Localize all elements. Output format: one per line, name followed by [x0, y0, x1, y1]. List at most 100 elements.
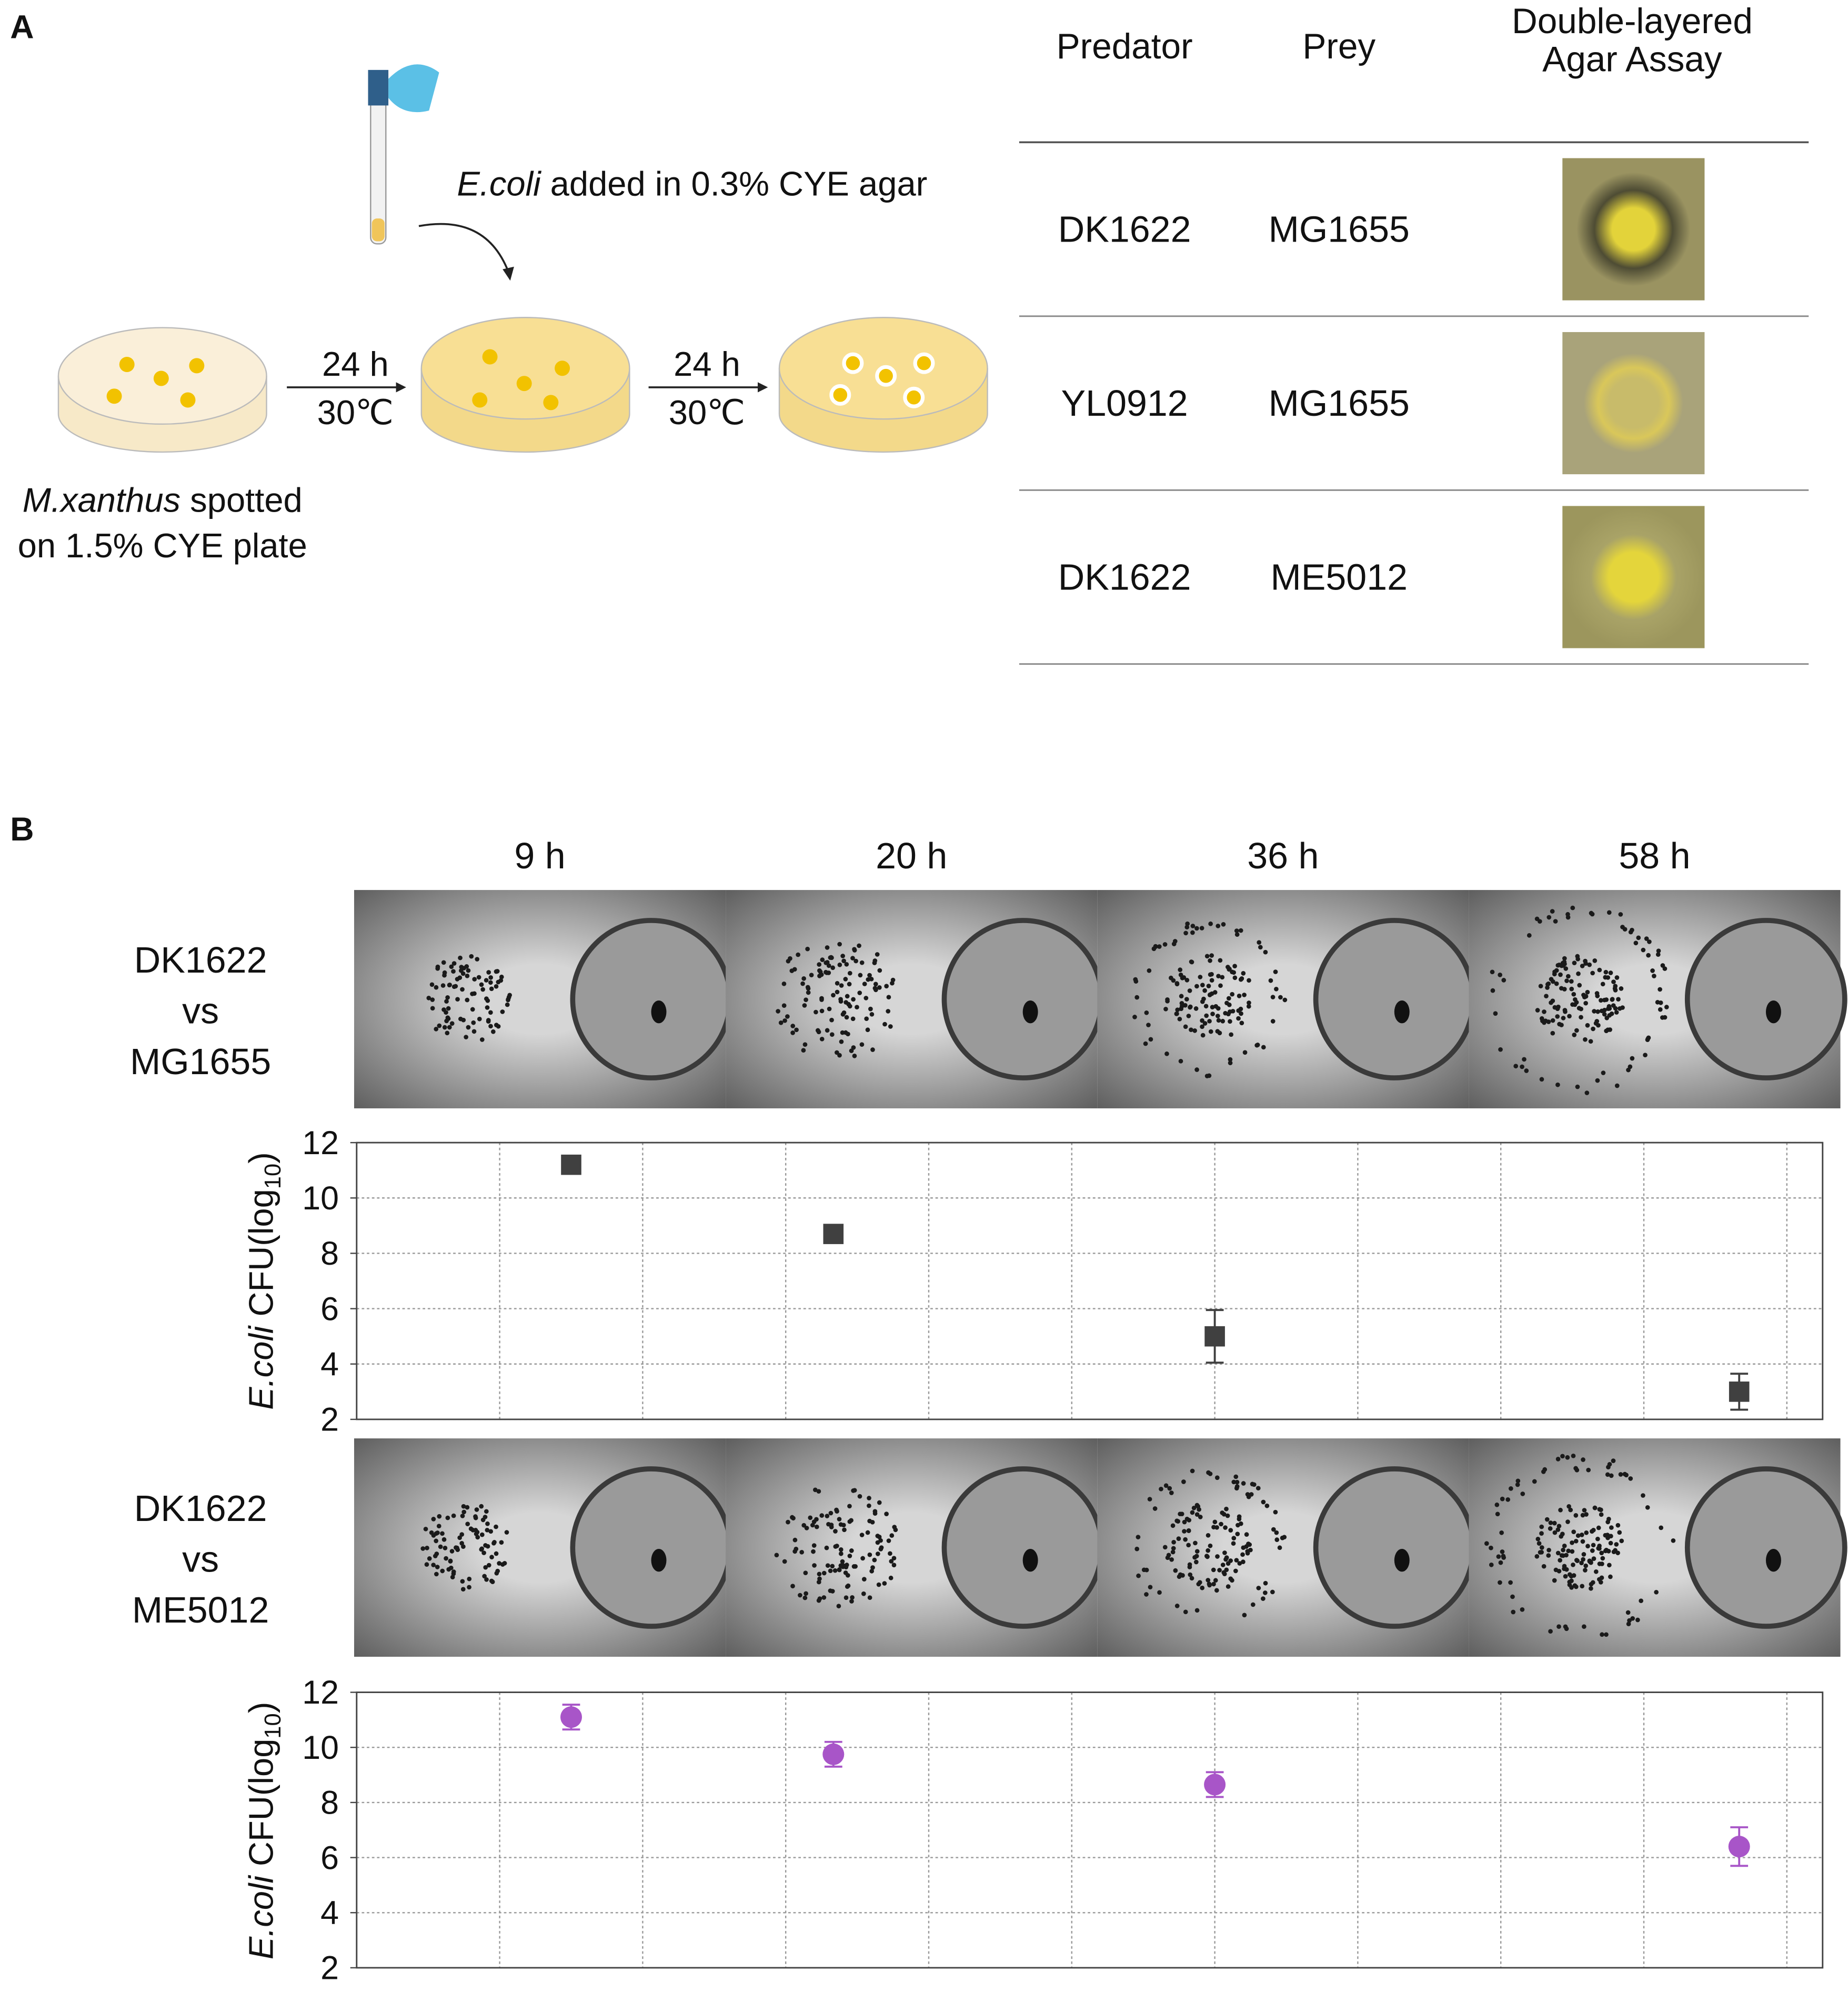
- colony-dot: [1183, 1537, 1188, 1542]
- colony-dot: [814, 1524, 819, 1529]
- colony-dot: [817, 1576, 822, 1581]
- y-tick-label: 2: [320, 1950, 339, 1987]
- colony-dot: [1555, 1457, 1561, 1462]
- colony-dot: [1576, 971, 1581, 976]
- colony-dot: [1565, 912, 1570, 917]
- colony-dot: [1562, 959, 1567, 965]
- colony-dot: [1585, 989, 1590, 995]
- colony-dot: [877, 1500, 882, 1505]
- arrow-head: [396, 382, 768, 393]
- well: [1313, 918, 1476, 1080]
- colony-dot: [1237, 1514, 1242, 1519]
- colony-dot: [838, 1551, 843, 1556]
- colony-dot: [1144, 1010, 1149, 1015]
- colony-dot: [460, 1587, 466, 1592]
- colony-dot: [1563, 1574, 1568, 1579]
- colony-dot: [1555, 1082, 1560, 1087]
- y-tick-label: 10: [302, 1180, 339, 1217]
- colony-dot: [1630, 1056, 1635, 1061]
- colony-dot: [1583, 1563, 1589, 1568]
- colony-dot: [1641, 947, 1646, 953]
- colony-dot: [1622, 927, 1628, 932]
- colony-dot: [812, 1563, 817, 1568]
- colony-dot: [867, 1552, 872, 1557]
- caption: on 1.5% CYE plate: [18, 526, 307, 565]
- colony-dot: [1608, 1574, 1613, 1579]
- colony-dot: [1633, 940, 1639, 946]
- colony-dot: [1655, 1000, 1660, 1005]
- colony-dot: [826, 963, 831, 968]
- colony-dot: [1655, 952, 1661, 957]
- colony-dot: [886, 995, 891, 1000]
- colony-dot: [867, 1496, 871, 1500]
- colony-dot: [1581, 1457, 1585, 1462]
- colony-dot: [1223, 1010, 1228, 1016]
- colony-dot: [1561, 1547, 1565, 1553]
- caption: M.xanthus spotted: [23, 481, 303, 519]
- well: [1684, 918, 1847, 1080]
- colony-dot: [1508, 1580, 1513, 1585]
- colony-dot: [1188, 1005, 1192, 1010]
- colony-dot: [819, 1036, 825, 1042]
- colony-dot: [1231, 1536, 1237, 1540]
- colony-dot: [1524, 1068, 1529, 1073]
- colony-dot: [1501, 1554, 1506, 1559]
- colony-dot: [1534, 1554, 1540, 1559]
- colony-dot: [1580, 1513, 1585, 1518]
- colony-dot: [1209, 953, 1214, 958]
- colony-dot: [1241, 971, 1246, 976]
- colony-dot: [1211, 1581, 1216, 1587]
- colony-dot: [1567, 1014, 1572, 1019]
- colony-dot: [446, 1006, 451, 1011]
- colony-dot: [1539, 1531, 1544, 1536]
- colony-dot: [446, 1567, 451, 1572]
- colony-dot: [1619, 986, 1624, 991]
- colony-dot: [870, 1047, 875, 1052]
- colony-dot: [875, 952, 880, 957]
- colony-dot: [1581, 1552, 1586, 1557]
- colony-dot: [1218, 958, 1223, 963]
- colony-dot: [437, 1023, 442, 1028]
- colony-dot: [1593, 1569, 1599, 1574]
- colony-dot: [825, 1028, 830, 1033]
- colony-dot: [835, 1544, 839, 1548]
- colony-dot: [1277, 1545, 1282, 1550]
- colony-dot: [1228, 1057, 1233, 1062]
- step-label: 24 h: [322, 345, 389, 383]
- colony-dot: [1274, 1530, 1279, 1535]
- colony-dot: [1246, 1004, 1251, 1009]
- y-tick-label: 12: [302, 1125, 339, 1162]
- colony-dot: [454, 1545, 458, 1550]
- colony-dot: [1136, 1535, 1141, 1539]
- colony-dot: [1597, 1507, 1602, 1512]
- colony-dot: [1208, 1543, 1213, 1548]
- y-tick-label: 10: [302, 1729, 339, 1766]
- colony-dot: [1227, 1002, 1232, 1007]
- colony-dot: [1615, 1550, 1620, 1556]
- colony-dot: [1584, 1090, 1590, 1095]
- colony-dot: [788, 956, 792, 961]
- colony-dot: [479, 982, 484, 987]
- colony-dot: [1562, 956, 1567, 961]
- colony-dot: [1255, 1043, 1260, 1047]
- colony-dot: [869, 976, 874, 982]
- colony-dot: [483, 1565, 488, 1570]
- colony-dot: [460, 1579, 465, 1584]
- colony-dot: [489, 1555, 494, 1559]
- colony-dot: [1565, 974, 1571, 979]
- well: [1684, 1466, 1847, 1629]
- colony-dot: [1210, 1005, 1215, 1009]
- colony-dot: [1230, 969, 1234, 975]
- colony-dot: [1177, 1016, 1182, 1022]
- micrograph: [1469, 1438, 1847, 1657]
- colony-dot: [804, 1591, 808, 1596]
- colony-dot: [1240, 1552, 1245, 1557]
- colony-dot: [1220, 975, 1225, 980]
- colony-dot: [1555, 1550, 1561, 1556]
- colony-dot: [1534, 916, 1540, 922]
- colony-dot: [1202, 988, 1207, 993]
- colony-dot: [435, 1565, 440, 1569]
- micrograph: [354, 890, 733, 1108]
- colony-dot: [1585, 1544, 1590, 1549]
- colony-dot: [496, 1024, 501, 1029]
